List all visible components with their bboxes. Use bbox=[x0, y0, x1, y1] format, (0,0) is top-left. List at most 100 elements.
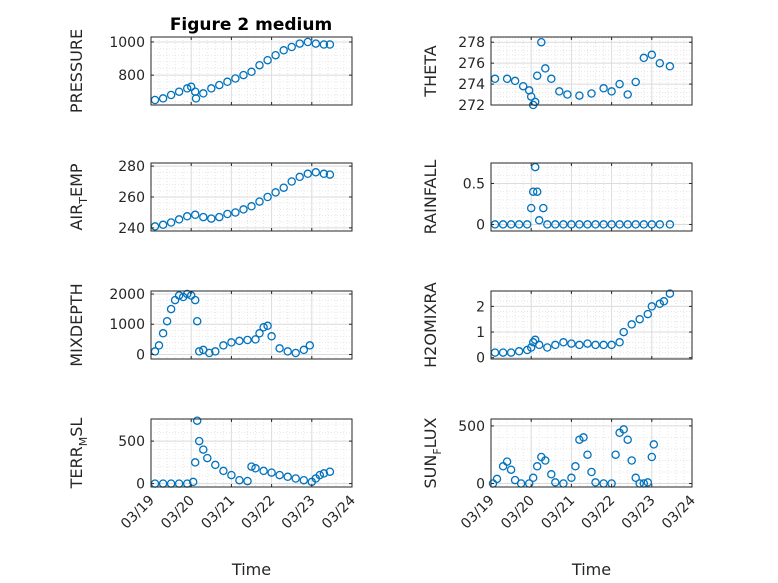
data-point bbox=[575, 340, 584, 350]
data-point bbox=[534, 340, 544, 350]
x-axis-label: Time bbox=[231, 560, 271, 579]
data-point bbox=[311, 39, 321, 48]
subplot-h2omixra: 0 1 2 H2OMIXRA bbox=[421, 282, 693, 368]
y-tick-label: 1 bbox=[476, 325, 485, 341]
data-point bbox=[188, 477, 198, 487]
y-tick-label: 500 bbox=[118, 434, 145, 450]
data-point bbox=[291, 348, 300, 358]
data-point bbox=[643, 309, 653, 319]
data-point bbox=[325, 467, 335, 476]
data-point bbox=[231, 208, 240, 217]
y-tick-label: 0.5 bbox=[463, 176, 485, 192]
data-point bbox=[599, 220, 608, 229]
data-point bbox=[279, 183, 288, 192]
data-point bbox=[303, 37, 313, 47]
data-point bbox=[174, 291, 184, 300]
y-axis-label: SUNFLUX bbox=[421, 417, 444, 488]
y-axis-label: MIXDEPTH bbox=[67, 283, 86, 366]
axes-box bbox=[490, 162, 693, 232]
data-point bbox=[247, 462, 256, 471]
data-point bbox=[547, 74, 556, 84]
data-point bbox=[583, 339, 592, 348]
data-point bbox=[567, 220, 576, 229]
axes-box bbox=[150, 418, 353, 488]
subplot-pressure: 800 1000 PRESSURE bbox=[67, 29, 353, 113]
data-point bbox=[567, 473, 576, 483]
data-point bbox=[227, 338, 236, 347]
data-point bbox=[655, 220, 665, 229]
data-point bbox=[530, 335, 540, 345]
data-point bbox=[579, 433, 588, 442]
data-point bbox=[639, 220, 649, 229]
data-point bbox=[275, 470, 284, 480]
y-axis-label: PRESSURE bbox=[67, 29, 86, 113]
data-point bbox=[541, 456, 550, 465]
data-point bbox=[319, 40, 329, 49]
y-tick-label: 260 bbox=[118, 190, 145, 206]
plot-area bbox=[151, 291, 352, 359]
axes-box bbox=[490, 290, 693, 360]
data-point bbox=[635, 314, 644, 324]
data-point bbox=[526, 203, 536, 213]
x-axis-label: Time bbox=[571, 560, 611, 579]
data-point bbox=[325, 170, 335, 179]
data-point bbox=[223, 77, 232, 87]
data-point bbox=[199, 212, 208, 222]
data-point bbox=[583, 450, 592, 459]
data-point bbox=[619, 327, 628, 337]
y-axis-label: RAINFALL bbox=[421, 160, 440, 235]
data-point bbox=[182, 212, 192, 221]
data-point bbox=[551, 220, 560, 229]
data-point bbox=[492, 474, 502, 484]
plot-area bbox=[491, 419, 692, 487]
data-point bbox=[199, 445, 208, 454]
data-point bbox=[619, 425, 628, 434]
y-tick-label: 500 bbox=[458, 419, 485, 435]
data-point bbox=[279, 46, 288, 55]
data-point bbox=[325, 40, 335, 49]
data-point bbox=[647, 302, 657, 311]
data-point bbox=[543, 220, 552, 229]
data-point bbox=[627, 320, 636, 329]
data-point bbox=[259, 466, 268, 476]
data-point bbox=[295, 172, 304, 182]
data-point bbox=[510, 76, 520, 86]
data-point bbox=[239, 205, 248, 214]
data-point bbox=[247, 202, 256, 211]
data-point bbox=[166, 90, 176, 100]
data-point bbox=[627, 456, 636, 465]
data-point bbox=[623, 435, 632, 444]
y-tick-label: 0 bbox=[476, 217, 485, 233]
data-point bbox=[615, 79, 624, 89]
axes-box bbox=[490, 36, 693, 106]
data-point bbox=[539, 203, 548, 213]
data-point bbox=[607, 340, 616, 350]
data-point bbox=[263, 55, 272, 65]
data-point bbox=[319, 169, 329, 179]
data-point bbox=[267, 468, 276, 477]
data-point bbox=[647, 220, 657, 229]
data-point bbox=[514, 347, 524, 356]
data-point bbox=[305, 341, 315, 350]
data-point bbox=[639, 53, 649, 63]
data-point bbox=[263, 321, 272, 331]
data-point bbox=[649, 440, 659, 449]
data-point bbox=[166, 304, 176, 314]
data-point bbox=[299, 475, 309, 485]
data-point bbox=[665, 220, 675, 229]
data-point bbox=[223, 209, 232, 219]
data-point bbox=[532, 187, 542, 196]
data-point bbox=[190, 295, 200, 305]
y-tick-label: 278 bbox=[458, 35, 485, 51]
data-point bbox=[251, 335, 260, 344]
data-point bbox=[563, 90, 572, 99]
data-point bbox=[631, 77, 640, 87]
data-point bbox=[231, 74, 240, 83]
data-point bbox=[255, 60, 264, 70]
data-point bbox=[555, 87, 564, 96]
data-point bbox=[287, 42, 296, 52]
data-point bbox=[659, 297, 669, 306]
subplot-mixdepth: 0 1000 2000 MIXDEPTH bbox=[67, 283, 353, 367]
y-tick-label: 800 bbox=[118, 68, 145, 84]
